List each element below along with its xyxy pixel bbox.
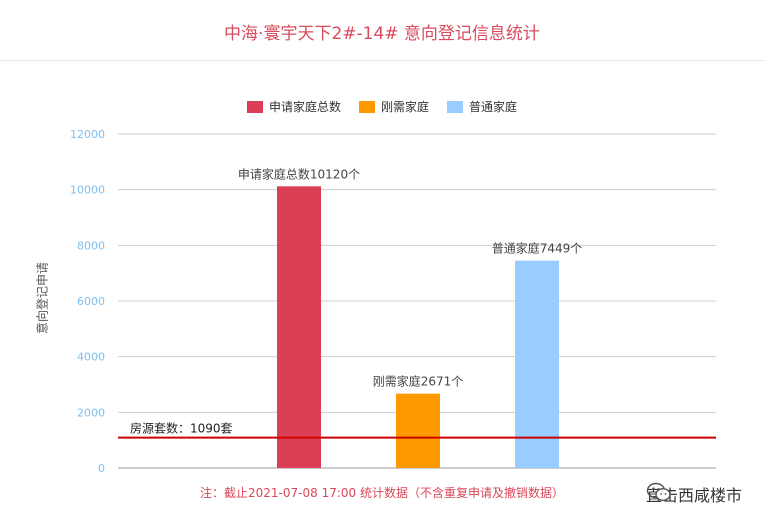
- legend-item-rigid[interactable]: 刚需家庭: [358, 98, 429, 115]
- bar-0: [277, 186, 321, 468]
- legend-item-total[interactable]: 申请家庭总数: [246, 98, 341, 115]
- legend-item-ordinary[interactable]: 普通家庭: [447, 98, 517, 115]
- y-tick-label-6000: 6000: [77, 295, 105, 308]
- y-tick-label-8000: 8000: [77, 239, 105, 252]
- watermark-text: 直击西咸楼市: [645, 486, 742, 505]
- legend-swatch-ordinary: [447, 100, 463, 113]
- y-tick-label-2000: 2000: [77, 406, 105, 419]
- page-title: 中海·寰宇天下2#-14# 意向登记信息统计: [224, 24, 540, 44]
- title-divider: [0, 60, 764, 61]
- footnote: 注：截止2021-07-08 17:00 统计数据（不含重复申请及撤销数据）: [200, 486, 564, 500]
- bar-2: [515, 260, 559, 468]
- reference-line-label: 房源套数：1090套: [130, 421, 233, 436]
- y-tick-label-12000: 12000: [70, 128, 105, 141]
- bar-data-label-0: 申请家庭总数10120个: [238, 166, 360, 181]
- y-tick-label-4000: 4000: [77, 351, 105, 364]
- watermark: 直击西咸楼市: [646, 482, 742, 506]
- legend-label-total: 申请家庭总数: [268, 100, 341, 114]
- legend-label-rigid: 刚需家庭: [380, 100, 429, 114]
- y-tick-label-0: 0: [98, 462, 105, 475]
- bar-data-label-2: 普通家庭7449个: [492, 241, 583, 256]
- chart-legend: 申请家庭总数 刚需家庭 普通家庭: [0, 98, 764, 115]
- legend-swatch-rigid: [358, 100, 375, 113]
- y-tick-label-10000: 10000: [70, 184, 105, 197]
- bar-data-label-1: 刚需家庭2671个: [373, 374, 464, 389]
- legend-label-ordinary: 普通家庭: [469, 100, 518, 114]
- legend-swatch-total: [246, 100, 263, 113]
- wechat-icon: [646, 482, 671, 502]
- bar-1: [396, 393, 440, 468]
